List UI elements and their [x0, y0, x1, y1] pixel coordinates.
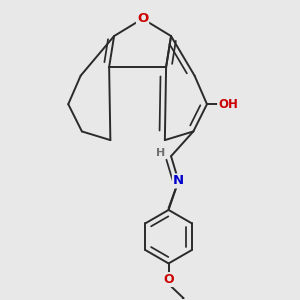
Text: O: O [163, 273, 174, 286]
Text: OH: OH [218, 98, 238, 111]
Text: O: O [137, 12, 148, 25]
Text: N: N [173, 175, 184, 188]
Text: H: H [156, 148, 165, 158]
